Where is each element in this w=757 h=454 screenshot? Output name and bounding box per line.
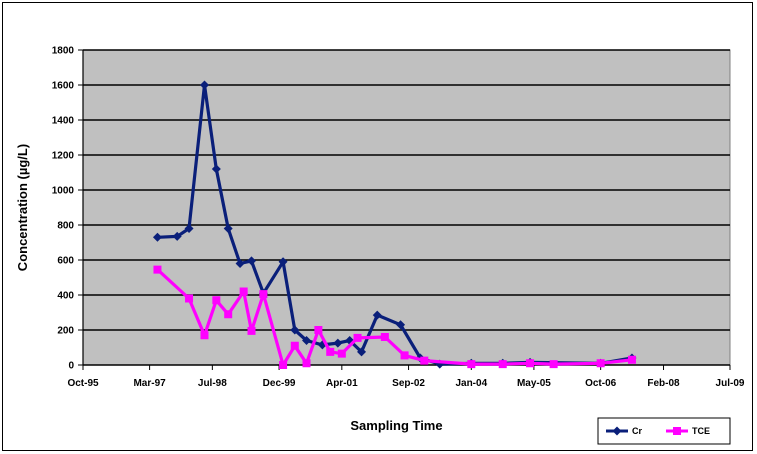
data-point [326, 347, 335, 356]
x-tick-label: Oct-95 [67, 378, 99, 389]
data-point [627, 355, 636, 364]
data-point [184, 224, 194, 233]
data-point [212, 296, 221, 305]
legend-label: TCE [692, 426, 710, 436]
plot-area [82, 49, 731, 366]
legend: Cr TCE [597, 417, 731, 445]
data-point [420, 356, 429, 365]
data-point [467, 360, 476, 369]
y-tick-label: 800 [57, 221, 74, 232]
data-point [302, 336, 312, 345]
y-tick-label: 1400 [52, 116, 75, 127]
data-point [372, 310, 382, 320]
x-tick-label: Jul-98 [198, 378, 227, 389]
data-point [279, 361, 288, 369]
data-point [337, 349, 346, 358]
legend-label: Cr [632, 426, 642, 436]
y-tick-label: 600 [57, 256, 74, 267]
data-point [290, 341, 299, 350]
data-point [185, 294, 194, 303]
data-point [199, 80, 209, 90]
data-point [259, 290, 268, 299]
x-tick-label: Sep-02 [392, 378, 425, 389]
x-tick-labels: Oct-95 Mar-97 Jul-98 Dec-99 Apr-01 Sep-02 Jan-… [67, 365, 745, 389]
x-tick-label: Jul-09 [716, 378, 745, 389]
data-point [247, 326, 256, 335]
series-tce [153, 265, 636, 369]
data-point [224, 310, 233, 319]
chart-svg: 0 200 400 600 800 1000 1200 1400 1600 1800 Oct-95… [15, 46, 745, 445]
data-point [247, 256, 257, 266]
y-tick-labels: 0 200 400 600 800 1000 1200 1400 1600 1800 [52, 46, 83, 372]
x-tick-label: Dec-99 [263, 378, 296, 389]
data-point [290, 325, 300, 335]
axes [82, 50, 730, 366]
x-tick-label: Mar-97 [133, 378, 166, 389]
data-point [153, 265, 162, 274]
y-tick-label: 0 [68, 361, 74, 372]
y-tick-label: 1200 [52, 151, 75, 162]
legend-marker [673, 427, 681, 435]
y-tick-label: 1800 [52, 46, 75, 57]
data-point [152, 232, 162, 242]
x-tick-label: Feb-08 [647, 378, 680, 389]
data-point [211, 164, 221, 174]
x-axis-title: Sampling Time [350, 418, 442, 433]
legend-item-cr: Cr [606, 426, 642, 436]
legend-items: Cr TCE [606, 426, 710, 436]
data-point [400, 351, 409, 360]
data-point [239, 287, 248, 296]
x-tick-label: May-05 [517, 378, 551, 389]
data-point [498, 360, 507, 369]
legend-marker [612, 426, 622, 436]
data-point [200, 331, 209, 340]
data-point [333, 338, 343, 348]
y-tick-label: 1000 [52, 186, 75, 197]
y-tick-label: 1600 [52, 81, 75, 92]
data-point [302, 359, 311, 368]
data-point [223, 224, 233, 233]
y-axis-title: Concentration (µg/L) [15, 144, 30, 271]
data-point [549, 360, 558, 369]
y-tick-label: 400 [57, 291, 74, 302]
data-point [357, 347, 367, 357]
data-point [235, 259, 245, 268]
legend-item-tce: TCE [666, 426, 710, 436]
x-tick-label: Oct-06 [585, 378, 617, 389]
series [152, 80, 637, 369]
data-point [396, 320, 406, 330]
data-point [172, 231, 182, 241]
x-tick-label: Apr-01 [326, 378, 358, 389]
y-tick-label: 200 [57, 326, 74, 337]
data-point [596, 359, 605, 368]
data-point [314, 326, 323, 334]
x-tick-label: Jan-04 [455, 378, 487, 389]
data-point [353, 333, 362, 342]
data-point [380, 333, 389, 341]
data-point [278, 257, 288, 267]
data-point [526, 359, 535, 368]
